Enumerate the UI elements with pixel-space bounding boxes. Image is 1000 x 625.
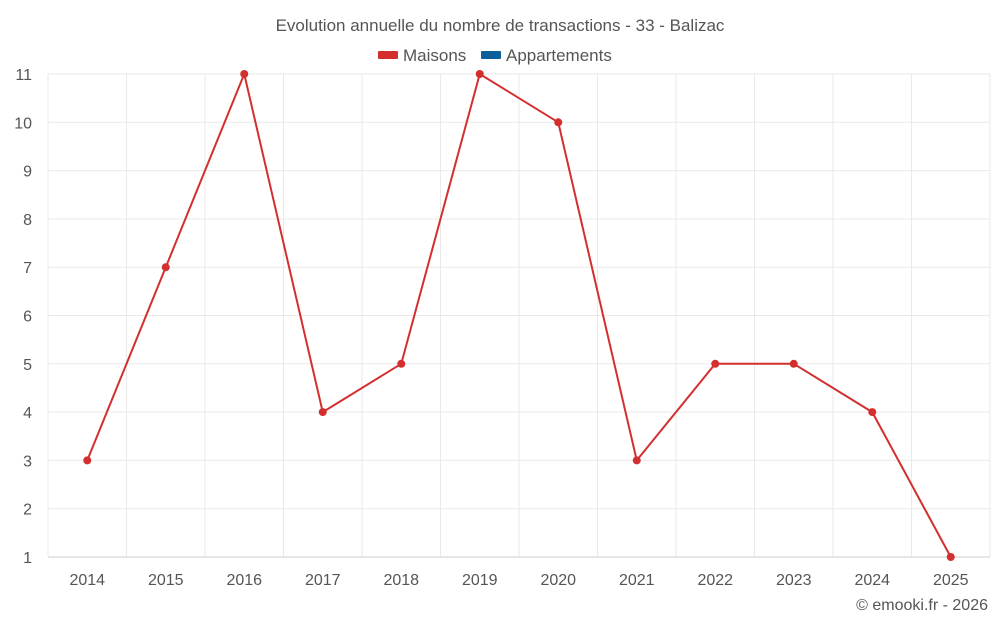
x-tick-label-2018: 2018 <box>383 572 419 589</box>
data-point-2018[interactable] <box>397 359 406 368</box>
data-point-2020[interactable] <box>554 118 563 127</box>
y-tick-label-4: 4 <box>23 405 32 422</box>
data-point-2019[interactable] <box>475 70 484 78</box>
y-tick-label-8: 8 <box>23 212 32 229</box>
legend-label-appartements: Appartements <box>506 46 612 65</box>
chart-title: Evolution annuelle du nombre de transact… <box>276 16 725 35</box>
legend-item-maisons[interactable]: Maisons <box>378 46 466 65</box>
x-tick-label-2016: 2016 <box>226 572 262 589</box>
data-point-2016[interactable] <box>240 70 249 78</box>
y-axis: 1 2 3 4 5 6 7 8 9 10 11 <box>14 67 32 567</box>
x-tick-label-2014: 2014 <box>69 572 105 589</box>
data-point-2015[interactable] <box>161 263 170 272</box>
x-tick-label-2023: 2023 <box>776 572 812 589</box>
x-tick-label-2021: 2021 <box>619 572 655 589</box>
legend-swatch-appartements <box>481 51 501 59</box>
data-point-2022[interactable] <box>711 359 720 368</box>
data-point-2025[interactable] <box>946 553 955 561</box>
legend-item-appartements[interactable]: Appartements <box>481 46 612 65</box>
y-tick-label-2: 2 <box>23 502 32 519</box>
x-axis: 2014 2015 2016 2017 2018 2019 2020 2021 2022 2023… <box>48 556 990 589</box>
series-line-maisons <box>86 73 952 558</box>
data-point-2023[interactable] <box>789 359 798 368</box>
legend-label-maisons: Maisons <box>403 46 466 65</box>
data-point-2017[interactable] <box>318 408 327 417</box>
y-tick-label-1: 1 <box>23 550 32 567</box>
data-point-2021[interactable] <box>632 456 641 465</box>
y-tick-label-9: 9 <box>23 164 32 181</box>
x-tick-label-2019: 2019 <box>462 572 498 589</box>
data-point-2014[interactable] <box>83 456 92 465</box>
y-tick-label-5: 5 <box>23 357 32 374</box>
x-tick-label-2025: 2025 <box>933 572 969 589</box>
x-tick-label-2015: 2015 <box>148 572 184 589</box>
y-tick-label-10: 10 <box>14 115 32 132</box>
series-maisons <box>83 70 955 561</box>
data-point-2024[interactable] <box>868 408 877 417</box>
credit-text: © emooki.fr - 2026 <box>856 597 988 614</box>
x-tick-label-2017: 2017 <box>305 572 341 589</box>
y-tick-label-7: 7 <box>23 260 32 277</box>
x-tick-label-2024: 2024 <box>854 572 890 589</box>
y-tick-label-6: 6 <box>23 309 32 326</box>
legend-swatch-maisons <box>378 51 398 59</box>
x-tick-label-2020: 2020 <box>540 572 576 589</box>
x-tick-label-2022: 2022 <box>697 572 733 589</box>
grid <box>47 73 991 557</box>
y-tick-label-11: 11 <box>15 67 32 84</box>
y-tick-label-3: 3 <box>23 453 32 470</box>
legend: Maisons Appartements <box>378 46 612 65</box>
